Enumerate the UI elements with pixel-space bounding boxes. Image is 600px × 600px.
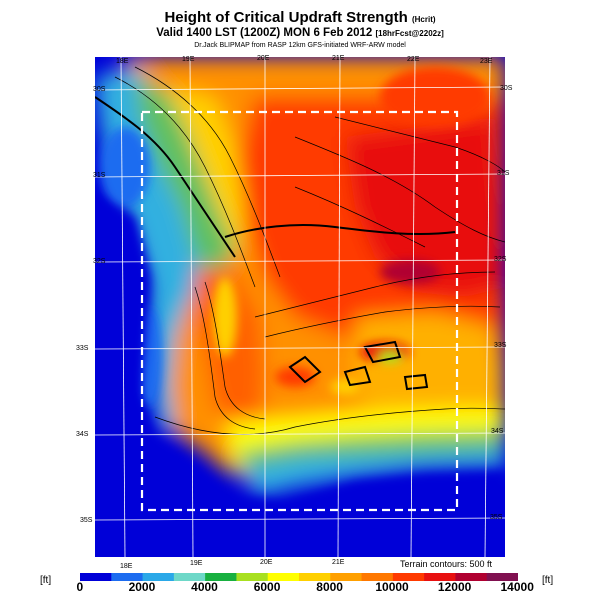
colorbar-tick-label: 6000 [253, 580, 281, 594]
lon-label-bottom-4: 21E [332, 559, 345, 566]
lat-label-left-6: 35S [80, 517, 93, 524]
colorbar-swatch [455, 573, 488, 581]
colorbar-tick-label: 2000 [128, 580, 156, 594]
lat-label-right-1: 30S [500, 85, 513, 92]
colorbar-tick-label: 10000 [375, 580, 409, 594]
lat-label-right-6: 35S [490, 514, 503, 521]
colorbar-swatch [392, 573, 425, 581]
colorbar-swatch [299, 573, 331, 581]
terrain-contours [114, 66, 505, 435]
lon-label-top-3: 20E [257, 55, 270, 62]
valid-time: Valid 1400 LST (1200Z) MON 6 Feb 2012 [1… [0, 27, 600, 39]
colorbar-swatch [267, 573, 300, 581]
lat-label-right-3: 32S [494, 256, 507, 263]
lon-label-top-1: 18E [116, 58, 129, 65]
lon-label-bottom-2: 19E [190, 560, 203, 567]
terrain-contour-note: Terrain contours: 500 ft [400, 559, 493, 569]
lon-label-top-5: 22E [407, 56, 420, 63]
colorbar-tick-label: 12000 [437, 580, 472, 594]
lon-label-top-4: 21E [332, 55, 345, 62]
lat-label-left-2: 31S [93, 172, 106, 179]
colorbar [80, 573, 518, 581]
lat-label-right-5: 34S [491, 428, 504, 435]
title-units: (Hcrit) [411, 15, 436, 24]
lat-label-left-5: 34S [76, 431, 89, 438]
colorbar-swatch [330, 573, 363, 581]
credits: Dr.Jack BLIPMAP from RASP 12km GFS-initi… [194, 42, 406, 49]
colorbar-tick-label: 4000 [191, 580, 218, 594]
colorbar-swatch [236, 573, 269, 581]
lon-label-top-2: 19E [182, 56, 195, 63]
colorbar-tick-label: 14000 [500, 580, 534, 594]
forecast-map [95, 57, 505, 557]
colorbar-unit-left: [ft] [40, 575, 52, 586]
graticule [95, 57, 505, 557]
lon-label-top-6: 23E [480, 58, 493, 65]
colorbar-swatch [173, 573, 206, 581]
colorbar-swatch [142, 573, 175, 581]
colorbar-unit-right: [ft] [542, 575, 554, 586]
lat-label-right-2: 31S [497, 170, 510, 177]
valid-text: Valid 1400 LST (1200Z) MON 6 Feb 2012 [156, 27, 373, 39]
lat-label-left-3: 32S [93, 258, 106, 265]
colorbar-swatch [205, 573, 237, 581]
title-main: Height of Critical Updraft Strength [164, 9, 408, 26]
lon-label-bottom-3: 20E [260, 559, 273, 566]
color-field [95, 57, 505, 557]
inner-domain-box [140, 110, 459, 512]
colorbar-swatch [486, 573, 518, 581]
colorbar-tick-label: 0 [76, 580, 84, 594]
colorbar-swatch [111, 573, 144, 581]
map-title: Height of Critical Updraft Strength (Hcr… [0, 9, 600, 26]
lat-label-left-4: 33S [76, 345, 89, 352]
colorbar-swatch [424, 573, 456, 581]
forecast-text: [18hrFcst@2202z] [375, 29, 444, 38]
bold-contours [95, 96, 456, 391]
colorbar-tick-label: 8000 [316, 580, 343, 594]
lat-label-right-4: 33S [494, 342, 507, 349]
colorbar-swatch [361, 573, 394, 581]
lat-label-left-1: 30S [93, 86, 106, 93]
lon-label-bottom-1: 18E [120, 563, 133, 570]
colorbar-swatch [80, 573, 112, 581]
